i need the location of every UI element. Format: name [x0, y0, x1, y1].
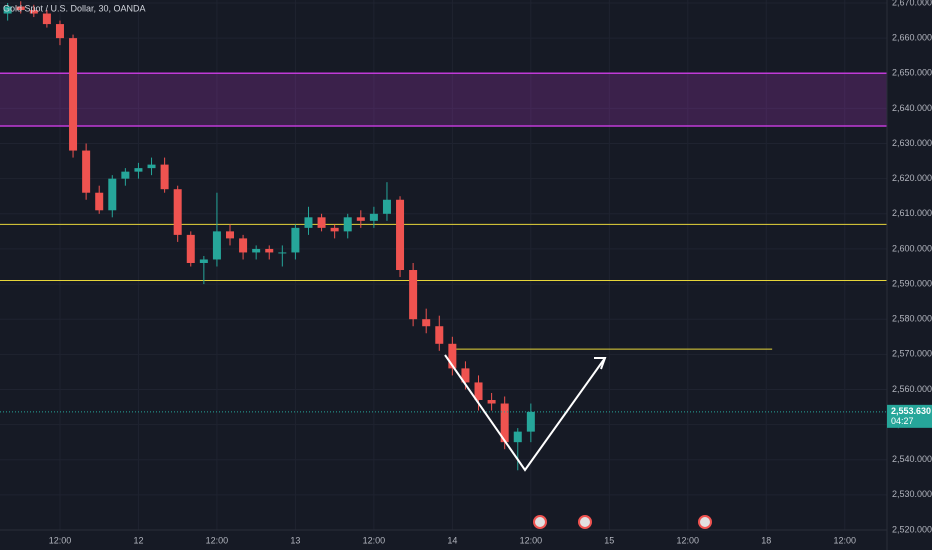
x-tick-label: 12:00 — [49, 535, 72, 545]
x-tick-label: 12:00 — [520, 535, 543, 545]
candle-body — [487, 400, 496, 404]
candle-body — [239, 238, 248, 253]
event-icon[interactable] — [698, 515, 712, 529]
y-tick-label: 2,570.000 — [892, 349, 932, 359]
y-tick-label: 2,650.000 — [892, 68, 932, 78]
candle-body — [186, 234, 195, 263]
candle-body — [396, 199, 405, 271]
x-tick-label: 13 — [290, 535, 300, 545]
candle-body — [343, 217, 352, 232]
candle-body — [134, 168, 143, 172]
candle-body — [212, 231, 221, 260]
candle-body — [16, 6, 25, 11]
countdown-label: 04:27 — [891, 416, 914, 426]
candle-body — [500, 403, 509, 443]
event-icons — [533, 515, 712, 529]
x-tick-label: 12:00 — [677, 535, 700, 545]
y-tick-label: 2,540.000 — [892, 454, 932, 464]
candle-body — [29, 10, 38, 14]
candle-body — [160, 164, 169, 190]
arrow-head — [594, 357, 607, 370]
candle-body — [3, 6, 12, 14]
x-tick-label: 12:00 — [833, 535, 856, 545]
candle-body — [147, 164, 156, 169]
y-tick-label: 2,590.000 — [892, 278, 932, 288]
candle-body — [422, 319, 431, 327]
y-tick-label: 2,600.000 — [892, 243, 932, 253]
chart-title: Gold Spot / U.S. Dollar, 30, OANDA — [3, 3, 146, 13]
candle-body — [369, 213, 378, 221]
candle-body — [108, 178, 117, 211]
candle-body — [330, 227, 339, 232]
y-tick-label: 2,520.000 — [892, 524, 932, 534]
candle-body — [409, 270, 418, 320]
x-tick-label: 14 — [447, 535, 457, 545]
candle-body — [173, 189, 182, 235]
x-tick-label: 12:00 — [206, 535, 229, 545]
last-price-box — [887, 404, 932, 428]
y-tick-label: 2,630.000 — [892, 138, 932, 148]
candle-body — [95, 192, 104, 211]
candle-body — [55, 24, 64, 39]
candle-body — [382, 199, 391, 214]
last-price-label: 2,553.630 — [891, 406, 931, 416]
y-tick-label: 2,580.000 — [892, 314, 932, 324]
x-tick-label: 12:00 — [363, 535, 386, 545]
drawn-arrow — [444, 354, 606, 472]
y-tick-label: 2,640.000 — [892, 103, 932, 113]
candle-body — [304, 217, 313, 228]
grid — [0, 0, 887, 531]
candle-body — [278, 252, 287, 254]
candle-body — [474, 382, 483, 401]
candle-body — [435, 326, 444, 344]
candle-body — [42, 13, 51, 25]
candle-body — [356, 217, 365, 221]
candle-body — [448, 343, 457, 369]
y-tick-label: 2,670.000 — [892, 0, 932, 7]
candle-body — [199, 259, 208, 263]
x-tick-label: 15 — [604, 535, 614, 545]
candle-body — [121, 171, 130, 179]
zone — [0, 73, 887, 126]
candle-body — [291, 227, 300, 253]
y-tick-label: 2,560.000 — [892, 384, 932, 394]
candle-body — [526, 411, 535, 432]
candle-body — [265, 248, 274, 253]
candle-body — [513, 431, 522, 443]
event-icon[interactable] — [533, 515, 547, 529]
candle-body — [226, 231, 235, 239]
y-tick-label: 2,660.000 — [892, 33, 932, 43]
candle-body — [82, 150, 91, 193]
y-tick-label: 2,620.000 — [892, 173, 932, 183]
candle-body — [69, 38, 78, 151]
candle-body — [252, 248, 261, 253]
candle-body — [317, 217, 326, 228]
axes: 2,520.0002,530.0002,540.0002,550.0002,56… — [49, 0, 932, 545]
y-tick-label: 2,530.000 — [892, 489, 932, 499]
x-tick-label: 12 — [133, 535, 143, 545]
y-tick-label: 2,610.000 — [892, 208, 932, 218]
plot — [0, 1, 887, 471]
candle-body — [461, 368, 470, 383]
event-icon[interactable] — [578, 515, 592, 529]
x-tick-label: 18 — [761, 535, 771, 545]
